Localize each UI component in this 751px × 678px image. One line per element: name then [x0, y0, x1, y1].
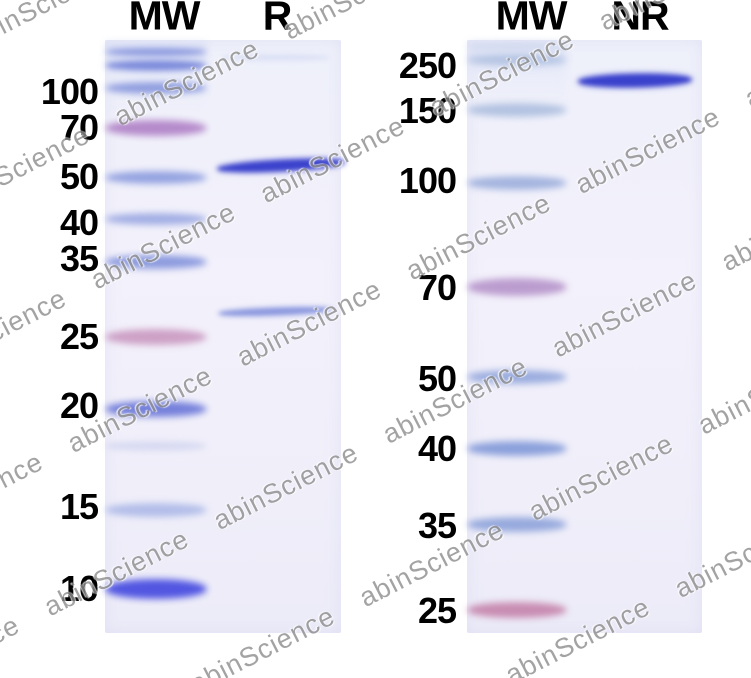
- marker-label-250kda: 250: [398, 44, 457, 86]
- marker-label-150kda: 150: [398, 89, 457, 131]
- marker-label-20kda: 20: [59, 384, 99, 426]
- ladder-band-35kda: [106, 256, 206, 268]
- marker-label-25kda: 25: [417, 589, 457, 631]
- marker-label-10kda: 10: [59, 567, 99, 609]
- ladder-band-35kda: [468, 517, 566, 531]
- watermark-text: abinScience: [0, 609, 25, 678]
- ladder-band-50kda: [468, 371, 566, 383]
- ladder-band-70kda: [468, 279, 566, 295]
- ladder-band-25kda: [468, 603, 566, 617]
- lane-header-mw: MW: [495, 0, 568, 39]
- sample-band: [222, 54, 330, 60]
- ladder-band-40kda: [106, 214, 206, 224]
- ladder-band-unlabeled: [106, 49, 206, 55]
- marker-label-25kda: 25: [59, 315, 99, 357]
- marker-label-70kda: 70: [417, 266, 457, 308]
- watermark-text: abinScience: [646, 669, 751, 678]
- ladder-band-10kda: [106, 580, 206, 598]
- lane-header-mw: MW: [128, 0, 201, 39]
- ladder-band-unlabeled: [468, 43, 566, 49]
- ladder-band-unlabeled: [106, 60, 206, 70]
- watermark-text: abinScience: [716, 178, 751, 277]
- ladder-band-15kda: [106, 504, 206, 516]
- ladder-band-50kda: [106, 171, 206, 183]
- marker-label-40kda: 40: [417, 427, 457, 469]
- ladder-band-150kda: [468, 104, 566, 116]
- ladder-band-70kda: [106, 121, 206, 135]
- marker-label-70kda: 70: [59, 106, 99, 148]
- ladder-band-250kda: [468, 55, 566, 65]
- lane-header-r: R: [262, 0, 293, 39]
- marker-label-100kda: 100: [398, 159, 457, 201]
- marker-label-35kda: 35: [417, 504, 457, 546]
- ladder-band-20kda: [106, 402, 206, 416]
- watermark-text: abinScience: [0, 446, 48, 545]
- ladder-band-40kda: [468, 441, 566, 455]
- marker-label-40kda: 40: [59, 201, 99, 243]
- marker-label-15kda: 15: [59, 485, 99, 527]
- watermark-text: abinScience: [739, 15, 751, 114]
- marker-label-100kda: 100: [40, 70, 99, 112]
- lane-header-nr: NR: [611, 0, 669, 39]
- gel-non-reduced: [467, 40, 702, 633]
- ladder-band-25kda: [106, 330, 206, 344]
- marker-label-35kda: 35: [59, 237, 99, 279]
- marker-label-50kda: 50: [59, 155, 99, 197]
- ladder-band-unlabeled: [106, 442, 206, 450]
- watermark-text: abinScience: [0, 0, 118, 55]
- ladder-band-100kda: [468, 177, 566, 189]
- ladder-band-100kda: [106, 83, 206, 93]
- marker-label-50kda: 50: [417, 357, 457, 399]
